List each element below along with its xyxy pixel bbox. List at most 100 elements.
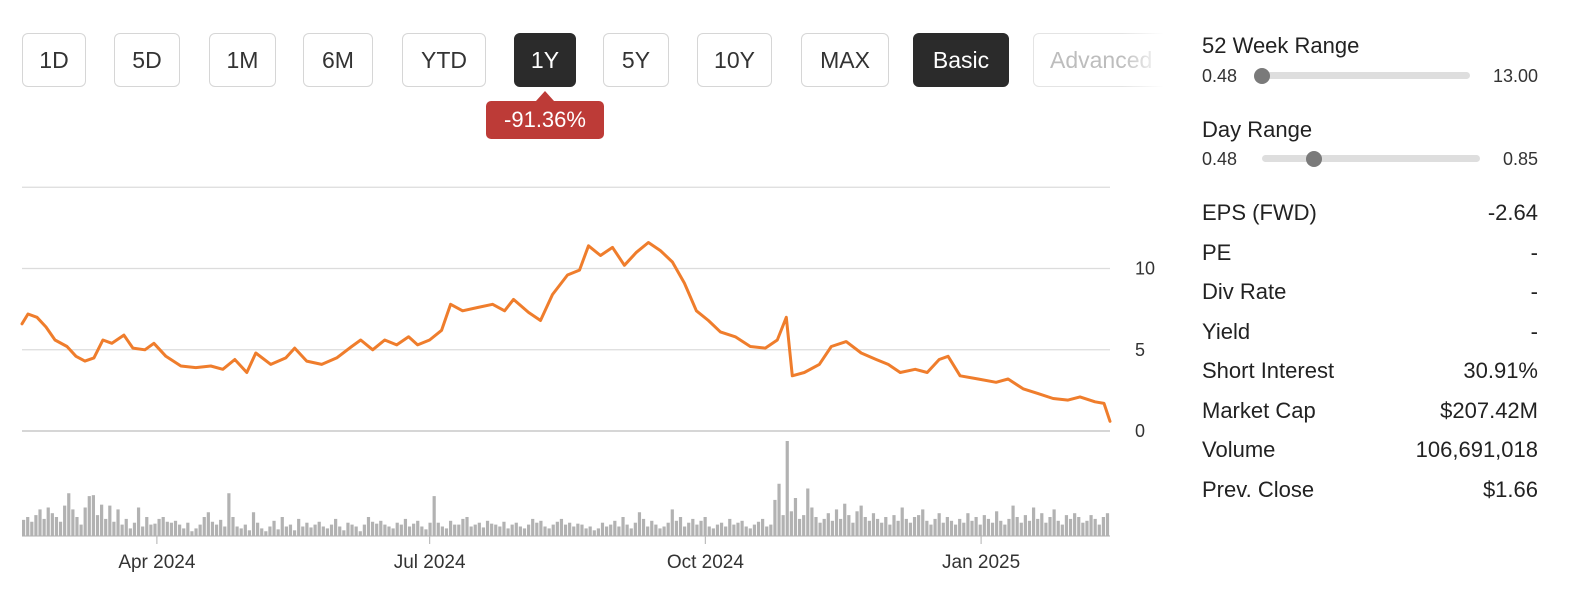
volume-bar bbox=[186, 522, 190, 536]
volume-bar bbox=[982, 515, 986, 536]
volume-bar bbox=[1089, 515, 1093, 536]
volume-bar bbox=[477, 522, 481, 536]
volume-bar bbox=[843, 503, 847, 536]
price-chart: 0 5 10 Apr 2024 Jul 2024 Oct 2024 Jan 2025 bbox=[20, 186, 1155, 573]
volume-bar bbox=[42, 518, 46, 536]
volume-bar bbox=[1023, 515, 1027, 536]
volume-bar bbox=[432, 496, 436, 536]
volume-bar bbox=[461, 518, 465, 536]
volume-bar bbox=[859, 505, 863, 536]
volume-bar bbox=[223, 526, 227, 536]
volume-bar bbox=[646, 526, 650, 536]
volume-bar bbox=[198, 524, 202, 536]
volume-bar bbox=[46, 507, 50, 536]
week52-range-knob bbox=[1254, 67, 1270, 84]
volume-bar bbox=[309, 527, 313, 536]
volume-bar bbox=[453, 524, 457, 536]
volume-bar bbox=[724, 526, 728, 536]
volume-bar bbox=[744, 526, 748, 536]
volume-bar bbox=[580, 524, 584, 536]
volume-bar bbox=[666, 522, 670, 536]
volume-bar bbox=[945, 517, 949, 536]
volume-bar bbox=[210, 521, 215, 536]
volume-bar bbox=[87, 496, 91, 536]
volume-bar bbox=[588, 526, 592, 536]
volume-bar bbox=[617, 526, 621, 536]
stat-row-prev-close: Prev. Close $1.66 bbox=[1202, 477, 1538, 509]
volume-bar bbox=[814, 517, 818, 536]
tab-1y[interactable]: 1Y bbox=[514, 33, 576, 87]
volume-bar bbox=[383, 524, 387, 536]
volume-bar bbox=[551, 524, 555, 536]
stat-value: 106,691,018 bbox=[1415, 437, 1538, 462]
volume-bar bbox=[412, 523, 416, 536]
volume-bar bbox=[387, 526, 391, 536]
volume-bar bbox=[522, 528, 527, 536]
volume-bar bbox=[769, 524, 773, 536]
volume-bar bbox=[214, 524, 219, 536]
volume-bar bbox=[703, 517, 707, 536]
volume-bar bbox=[436, 522, 440, 536]
volume-bar bbox=[826, 513, 830, 536]
volume-bar bbox=[687, 522, 691, 536]
tab-1m[interactable]: 1M bbox=[209, 33, 276, 87]
volume-bar bbox=[502, 521, 506, 536]
volume-bar bbox=[1031, 507, 1036, 536]
volume-bar bbox=[50, 513, 54, 536]
volume-bar bbox=[568, 522, 572, 536]
volume-bar bbox=[231, 517, 235, 536]
volume-bar bbox=[728, 518, 732, 536]
volume-bar bbox=[576, 523, 580, 536]
volume-bar bbox=[280, 517, 284, 536]
volume-bar bbox=[613, 520, 617, 536]
volume-bar bbox=[169, 522, 173, 536]
volume-bar bbox=[904, 518, 908, 536]
volume-bar bbox=[124, 518, 128, 536]
volume-bar bbox=[79, 524, 83, 536]
volume-bar bbox=[153, 523, 157, 536]
volume-bar bbox=[407, 526, 412, 536]
volume-bar bbox=[1073, 513, 1077, 536]
volume-bar bbox=[1064, 515, 1069, 536]
tab-basic[interactable]: Basic bbox=[913, 33, 1009, 87]
volume-bar bbox=[650, 520, 654, 536]
volume-bar bbox=[444, 528, 449, 536]
volume-bar bbox=[937, 513, 941, 536]
tab-ytd[interactable]: YTD bbox=[402, 33, 486, 87]
volume-bar bbox=[473, 524, 477, 536]
price-line bbox=[20, 241, 1112, 423]
stat-key: Market Cap bbox=[1202, 397, 1316, 423]
volume-bar bbox=[912, 517, 917, 536]
volume-bar bbox=[354, 526, 358, 536]
tab-5y[interactable]: 5Y bbox=[603, 33, 669, 87]
volume-bar bbox=[699, 520, 703, 536]
volume-bar bbox=[104, 518, 108, 536]
stat-value: -2.64 bbox=[1487, 200, 1538, 225]
volume-bar bbox=[752, 524, 757, 536]
volume-bar bbox=[785, 441, 789, 536]
volume-bar bbox=[736, 522, 740, 536]
volume-bar bbox=[970, 520, 974, 536]
change-badge-pointer bbox=[536, 91, 554, 101]
y-axis-ticks: 0 5 10 bbox=[1135, 259, 1155, 442]
volume-bar bbox=[424, 529, 428, 536]
tab-max[interactable]: MAX bbox=[801, 33, 889, 87]
tab-5d[interactable]: 5D bbox=[114, 33, 180, 87]
volume-bar bbox=[297, 518, 301, 536]
tab-1d[interactable]: 1D bbox=[22, 33, 86, 87]
volume-bar bbox=[54, 517, 59, 536]
volume-bar bbox=[325, 528, 330, 536]
tab-10y[interactable]: 10Y bbox=[697, 33, 772, 87]
volume-bar bbox=[765, 526, 769, 536]
day-range-label: Day Range bbox=[1202, 117, 1313, 142]
volume-bar bbox=[662, 526, 666, 536]
volume-bar bbox=[547, 528, 551, 536]
volume-bar bbox=[621, 517, 625, 536]
stat-row-short-interest: Short Interest 30.91% bbox=[1202, 358, 1538, 390]
volume-bar bbox=[1085, 520, 1089, 536]
volume-bar bbox=[251, 512, 256, 536]
volume-bar bbox=[219, 519, 223, 536]
volume-bar bbox=[190, 531, 194, 536]
x-axis-ticks: Apr 2024 Jul 2024 Oct 2024 Jan 2025 bbox=[118, 536, 1020, 573]
tab-6m[interactable]: 6M bbox=[303, 33, 373, 87]
